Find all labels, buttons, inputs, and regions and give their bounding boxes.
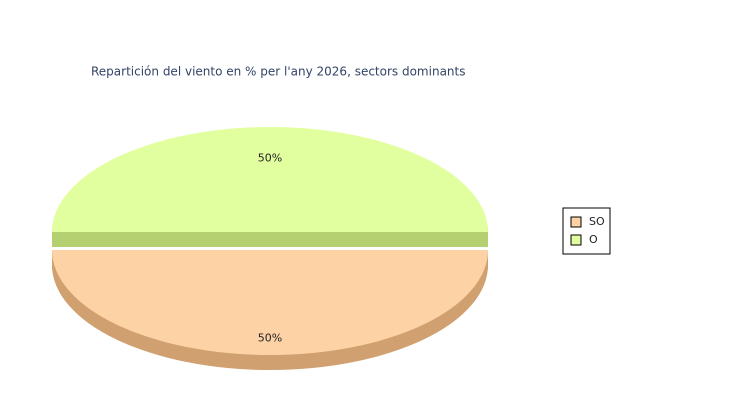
- legend-label: O: [589, 233, 598, 246]
- legend-swatch: [570, 234, 582, 246]
- slice: [52, 250, 488, 355]
- chart-title: Repartición del viento en % per l'any 20…: [91, 65, 465, 79]
- data-label: 50%: [258, 332, 282, 345]
- legend-label: SO: [589, 215, 605, 228]
- slice: [52, 127, 488, 232]
- data-label: 50%: [258, 152, 282, 165]
- legend-box: [562, 207, 611, 255]
- legend-swatch: [570, 216, 582, 228]
